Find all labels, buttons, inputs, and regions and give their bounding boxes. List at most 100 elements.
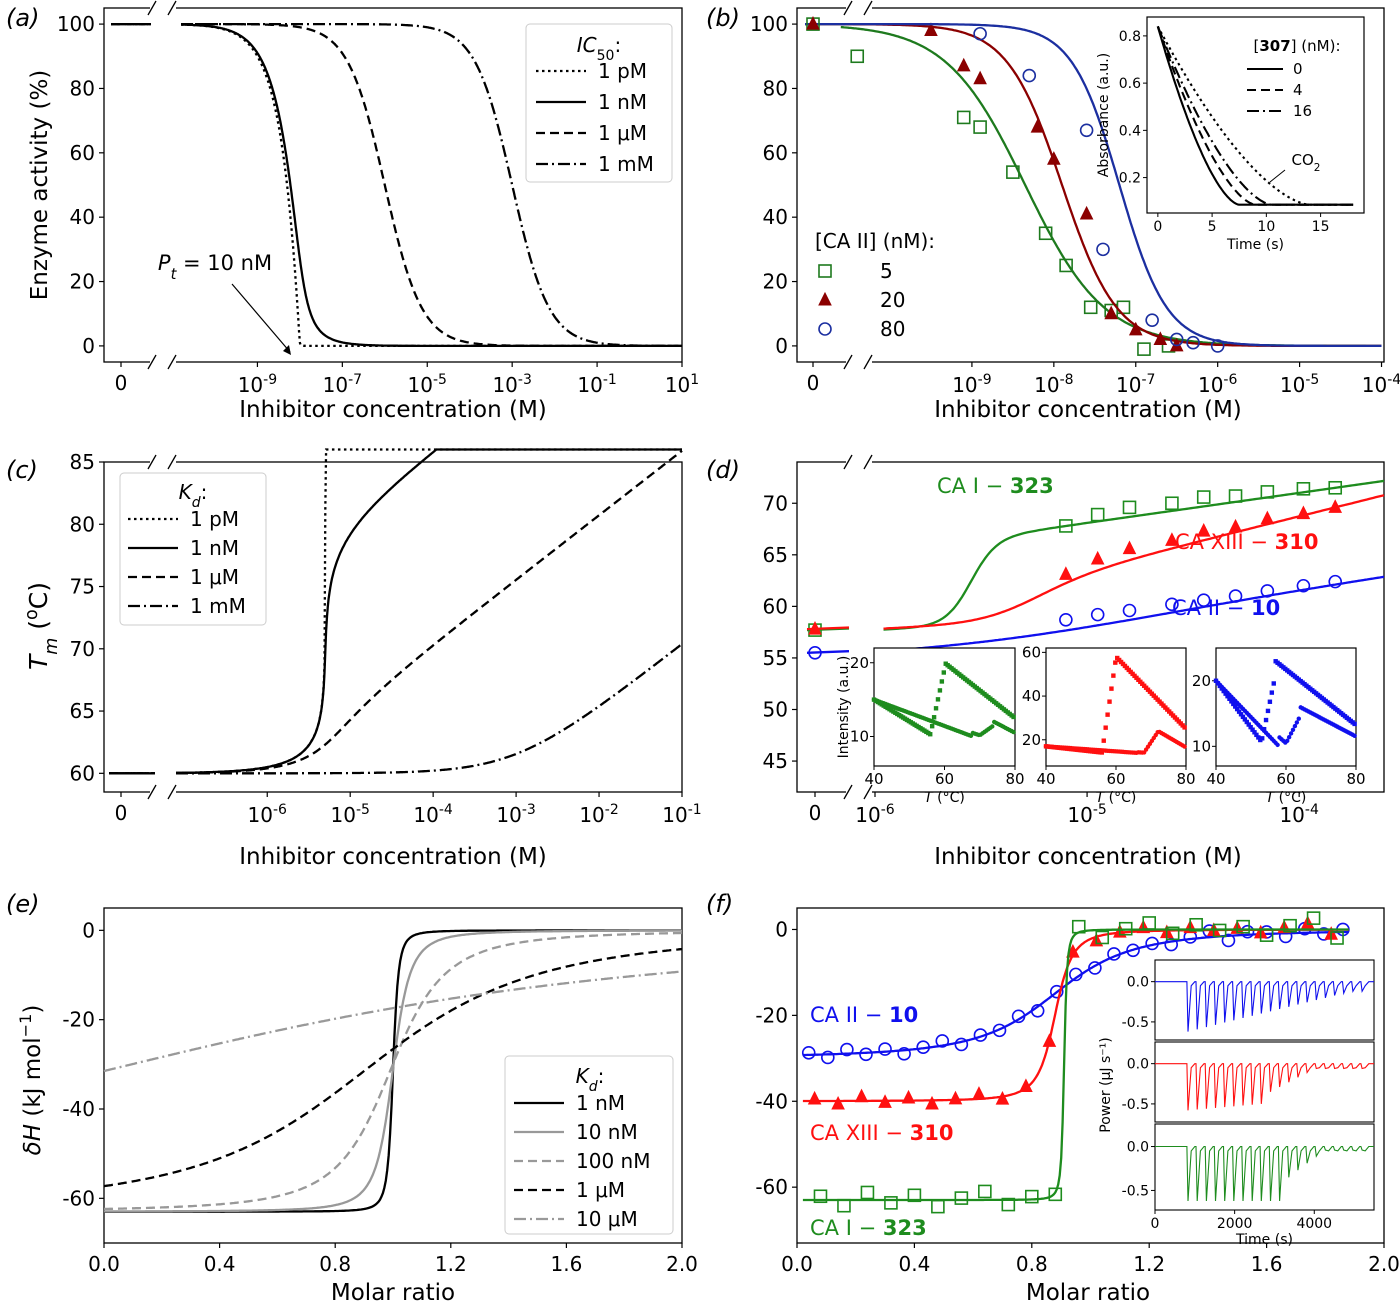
- inset-point: [1109, 686, 1114, 691]
- inset-point: [1231, 701, 1236, 707]
- data-point-zero: [808, 645, 822, 660]
- series-line-1 μM: [103, 947, 683, 1188]
- panel-label: (e): [6, 890, 40, 918]
- y-tick-label: 0: [82, 334, 95, 358]
- x-tick-label: 0.4: [204, 1252, 236, 1276]
- inset-point: [933, 706, 939, 711]
- inset-point: [1234, 706, 1240, 712]
- data-point-CA XIII − 310: [925, 1095, 939, 1110]
- inset-legend-entry: 4: [1293, 81, 1303, 99]
- y-tick-label: 0: [82, 918, 95, 942]
- inset-point: [1011, 714, 1016, 720]
- legend-entry: 1 pM: [598, 59, 647, 83]
- data-point-CA II − 10: [1059, 612, 1073, 627]
- series-line-CA I − 323: [883, 479, 1385, 631]
- inset-point: [1182, 725, 1187, 730]
- data-point-CA I − 323: [1259, 928, 1274, 942]
- data-point-CA XIII − 310: [1296, 505, 1311, 520]
- series-line-80: [840, 22, 1382, 348]
- legend-entry: 10 μM: [576, 1207, 638, 1231]
- data-point-CA XIII − 310: [1228, 518, 1243, 533]
- inset-y-title: Power (μJ s⁻¹): [1098, 1037, 1114, 1132]
- series-label-ca1: CA I − 323: [810, 1216, 927, 1240]
- data-point-CA II − 10: [973, 1028, 988, 1042]
- data-point-CA I − 323: [1071, 919, 1086, 934]
- inset-point: [1244, 719, 1249, 725]
- series-label-ca1: CA I − 323: [937, 474, 1054, 498]
- x-tick-label: 1.2: [435, 1252, 467, 1276]
- inset-point: [1260, 736, 1265, 741]
- x-tick-label: 0.4: [898, 1252, 930, 1276]
- data-point-CA II − 10: [1126, 943, 1140, 958]
- inset-x-tick-label: 60: [1106, 770, 1125, 788]
- axis-break-mark: [147, 0, 157, 16]
- data-point-20: [1047, 151, 1061, 165]
- data-point-CA I − 323: [1212, 923, 1227, 938]
- inset-point: [1267, 699, 1273, 704]
- inset-y-tick-label: 10: [850, 728, 869, 746]
- inset-y-tick-label: 0.6: [1119, 76, 1141, 92]
- inset-point: [1182, 744, 1187, 749]
- series-label-ca2: CA II − 10: [1172, 596, 1280, 620]
- data-point-CA XIII − 310: [1019, 1078, 1033, 1093]
- x-tick-label: 10-5: [330, 802, 369, 827]
- data-point-80: [1145, 313, 1159, 327]
- inset-point: [1288, 731, 1294, 736]
- data-point-CA I − 323: [860, 1185, 875, 1200]
- data-point-CA II − 10: [1090, 607, 1105, 622]
- inset-x-tick-label: 15: [1312, 219, 1330, 235]
- panel-label: (b): [706, 4, 740, 32]
- data-point-CA XIII − 310: [901, 1089, 916, 1104]
- data-point-CA I − 323: [1196, 490, 1211, 504]
- data-point-CA II − 10: [859, 1047, 873, 1062]
- x-axis-title: Inhibitor concentration (M): [934, 397, 1242, 423]
- inset-x-tick-label: 60: [1276, 770, 1295, 788]
- inset-point: [1250, 727, 1255, 732]
- axis-break-mark: [167, 354, 177, 370]
- x-tick-label: 0.8: [319, 1252, 351, 1276]
- data-point-CA I − 323: [1095, 930, 1110, 945]
- data-point-CA I − 323: [931, 1199, 945, 1214]
- y-tick-label: 45: [763, 749, 788, 773]
- data-point-20: [1104, 305, 1118, 320]
- inset-point: [1294, 720, 1300, 725]
- x-axis-title: Inhibitor concentration (M): [239, 844, 547, 870]
- x-tick-label: 10-8: [1034, 372, 1073, 397]
- legend-title: Kd:: [576, 1064, 605, 1095]
- y-axis-title: δH (kJ mol−1): [16, 1005, 47, 1156]
- data-point-CA II − 10: [1030, 1003, 1045, 1018]
- x-tick-label: 10-2: [579, 802, 618, 827]
- data-point-CA XIII − 310: [1090, 550, 1105, 565]
- data-point-CA XIII − 310: [1059, 566, 1073, 580]
- inset-point: [1254, 732, 1259, 738]
- y-tick-label: 80: [70, 512, 95, 536]
- inset-x-title: T (°C): [1266, 790, 1307, 806]
- data-point-CA I − 323: [978, 1184, 992, 1199]
- axis-break-mark: [843, 0, 853, 16]
- inset-point: [929, 723, 935, 729]
- series-line-10 μM: [103, 970, 683, 1073]
- inset-x-tick-label: 80: [1346, 770, 1365, 788]
- data-point-CA XIII − 310: [831, 1095, 845, 1110]
- data-point-5: [1006, 165, 1020, 179]
- legend-entry: 1 nM: [576, 1091, 625, 1115]
- inset-y-tick-label: 20: [1022, 731, 1041, 749]
- data-point-CA XIII − 310: [1122, 540, 1137, 555]
- y-tick-label: 70: [70, 637, 95, 661]
- axis-break-mark: [843, 784, 853, 800]
- inset-frame: [1154, 1123, 1375, 1211]
- inset-y-title: Absorbance (a.u.): [1096, 53, 1112, 177]
- data-point-CA II − 10: [897, 1047, 911, 1061]
- x-tick-label: 1.6: [550, 1252, 582, 1276]
- series-line-zero: [806, 650, 850, 654]
- data-point-CA XIII − 310: [1042, 1033, 1057, 1047]
- series-line-10 nM: [103, 929, 682, 1213]
- axis-break-mark: [147, 454, 157, 470]
- inset-legend-entry: 16: [1293, 102, 1312, 120]
- inset-point: [1225, 694, 1230, 699]
- legend-entry: 1 nM: [190, 536, 239, 560]
- inset-y-tick-label: -0.5: [1122, 1183, 1149, 1199]
- y-tick-label: -40: [62, 1097, 95, 1121]
- legend-title: [CA II] (nM):: [815, 229, 935, 253]
- inset-x-tick-label: 0: [1151, 1216, 1160, 1232]
